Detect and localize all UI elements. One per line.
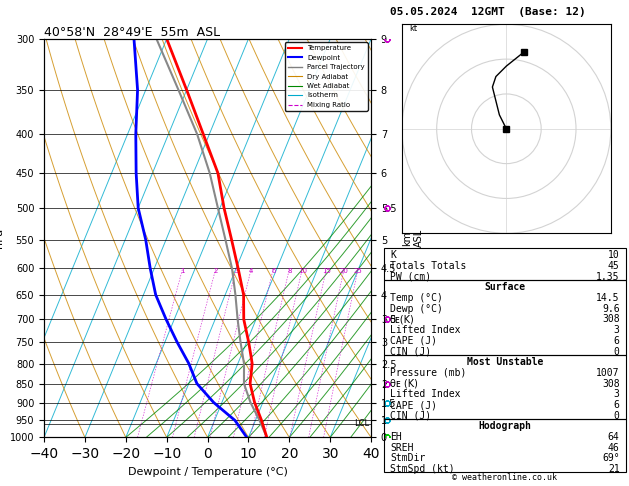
Text: 14.5: 14.5 (596, 293, 620, 303)
X-axis label: Dewpoint / Temperature (°C): Dewpoint / Temperature (°C) (128, 467, 287, 477)
Text: StmSpd (kt): StmSpd (kt) (390, 464, 455, 474)
Text: Most Unstable: Most Unstable (467, 357, 543, 367)
Text: 308: 308 (602, 314, 620, 325)
Text: CAPE (J): CAPE (J) (390, 336, 437, 346)
Text: kt: kt (409, 24, 417, 33)
Text: 0: 0 (614, 347, 620, 357)
Text: θᴇ(K): θᴇ(K) (390, 314, 415, 325)
Text: Temp (°C): Temp (°C) (390, 293, 443, 303)
Text: Totals Totals: Totals Totals (390, 261, 466, 271)
Text: EH: EH (390, 432, 402, 442)
Text: CIN (J): CIN (J) (390, 347, 431, 357)
Text: 0: 0 (614, 411, 620, 421)
Text: 3: 3 (614, 325, 620, 335)
Text: PW (cm): PW (cm) (390, 272, 431, 282)
Text: LCL: LCL (354, 419, 369, 428)
Text: 4: 4 (249, 268, 253, 274)
Text: Pressure (mb): Pressure (mb) (390, 368, 466, 378)
Text: 308: 308 (602, 379, 620, 389)
Text: 69°: 69° (602, 453, 620, 464)
Text: 1.35: 1.35 (596, 272, 620, 282)
Text: 25: 25 (354, 268, 362, 274)
Text: 6: 6 (614, 336, 620, 346)
Text: 46: 46 (608, 443, 620, 453)
Text: 15: 15 (322, 268, 331, 274)
Text: 9.6: 9.6 (602, 304, 620, 314)
Text: 21: 21 (608, 464, 620, 474)
Text: 3: 3 (234, 268, 238, 274)
Text: 40°58'N  28°49'E  55m  ASL: 40°58'N 28°49'E 55m ASL (44, 26, 220, 39)
Text: StmDir: StmDir (390, 453, 425, 464)
Text: 6: 6 (614, 400, 620, 410)
Text: 05.05.2024  12GMT  (Base: 12): 05.05.2024 12GMT (Base: 12) (390, 7, 586, 17)
Text: 10: 10 (608, 250, 620, 260)
Text: CAPE (J): CAPE (J) (390, 400, 437, 410)
Text: Hodograph: Hodograph (478, 421, 532, 432)
Text: 1007: 1007 (596, 368, 620, 378)
Text: 2: 2 (214, 268, 218, 274)
Text: 1: 1 (181, 268, 185, 274)
Text: K: K (390, 250, 396, 260)
Text: 45: 45 (608, 261, 620, 271)
Text: 64: 64 (608, 432, 620, 442)
Text: © weatheronline.co.uk: © weatheronline.co.uk (452, 473, 557, 482)
Text: SREH: SREH (390, 443, 413, 453)
Legend: Temperature, Dewpoint, Parcel Trajectory, Dry Adiabat, Wet Adiabat, Isotherm, Mi: Temperature, Dewpoint, Parcel Trajectory… (285, 42, 367, 111)
Text: 10: 10 (298, 268, 307, 274)
Text: 3: 3 (614, 389, 620, 399)
Text: 6: 6 (271, 268, 276, 274)
Y-axis label: km
ASL: km ASL (402, 229, 423, 247)
Text: CIN (J): CIN (J) (390, 411, 431, 421)
Text: 20: 20 (340, 268, 348, 274)
Text: 8: 8 (287, 268, 292, 274)
Text: Dewp (°C): Dewp (°C) (390, 304, 443, 314)
Y-axis label: hPa: hPa (0, 228, 4, 248)
Text: θᴇ (K): θᴇ (K) (390, 379, 418, 389)
Text: Lifted Index: Lifted Index (390, 325, 460, 335)
Text: Lifted Index: Lifted Index (390, 389, 460, 399)
Text: Surface: Surface (484, 282, 525, 293)
